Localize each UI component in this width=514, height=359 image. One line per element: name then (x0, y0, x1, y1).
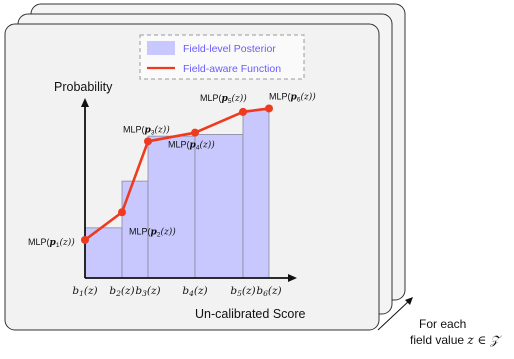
function-point (118, 208, 126, 217)
depth-arrow (377, 297, 413, 331)
posterior-bar (147, 135, 196, 279)
posterior-bar (194, 134, 244, 279)
bin-edge-label: b2(z) (109, 285, 134, 298)
bin-edge-label: b1(z) (72, 285, 97, 298)
axes (81, 98, 297, 282)
point-label: MLP(p2(z)) (129, 226, 176, 238)
point-label: MLP(p3(z)) (123, 124, 170, 136)
point-labels: MLP(p1(z)) MLP(p2(z)) MLP(p3(z)) MLP(p4(z))… (28, 91, 316, 248)
depth-arrow-line (377, 299, 411, 331)
function-point (239, 107, 247, 116)
function-line-layer (81, 104, 273, 244)
function-line (84, 107, 270, 241)
x-axis-arrow (288, 274, 297, 282)
point-label: MLP(p4(z)) (168, 140, 215, 152)
legend: Field-level Posterior Field-aware Functi… (139, 34, 305, 80)
x-axis-title: Un-calibrated Score (195, 307, 306, 321)
bin-edge-label: b6(z) (256, 285, 281, 298)
point-label: MLP(p5(z)) (200, 93, 247, 105)
y-axis-arrow (81, 98, 89, 107)
function-point (265, 104, 273, 113)
function-point (144, 137, 152, 146)
function-point (191, 128, 199, 137)
point-label: MLP(p6(z)) (269, 91, 316, 103)
tick-labels: b1(z) b2(z) b3(z) b4(z) b5(z) b6(z) (72, 285, 281, 298)
posterior-bar (242, 109, 270, 279)
legend-posterior-swatch (147, 41, 175, 55)
bin-edge-label: b5(z) (230, 285, 255, 298)
bars-layer (84, 109, 270, 279)
footer-line-2-math: z ∈ 𝒵 (467, 333, 500, 347)
point-label: MLP(p1(z)) (28, 237, 75, 249)
y-axis-title: Probability (54, 80, 113, 94)
footer-line-2: field value z ∈ 𝒵 (410, 333, 499, 348)
bin-edge-label: b4(z) (182, 285, 207, 298)
legend-function-label: Field-aware Function (183, 63, 281, 75)
bin-edge-label: b3(z) (135, 285, 160, 298)
depth-arrow-head (405, 297, 413, 305)
footer-line-2-prefix: field value (410, 333, 465, 347)
function-point (81, 235, 89, 244)
legend-posterior-label: Field-level Posterior (183, 43, 276, 55)
footer-line-1: For each (419, 317, 467, 331)
